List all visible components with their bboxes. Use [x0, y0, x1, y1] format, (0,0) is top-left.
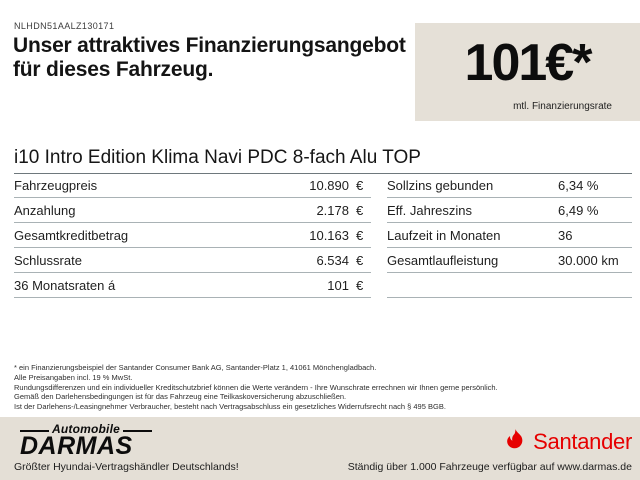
- row-label: Anzahlung: [14, 202, 76, 218]
- row-label: Gesamtlaufleistung: [387, 252, 499, 268]
- row-value: 2.178: [316, 202, 349, 218]
- finance-table-left-column: Fahrzeugpreis 10.890 € Anzahlung 2.178 €…: [14, 173, 371, 298]
- row-label: Eff. Jahreszins: [387, 202, 473, 218]
- darmas-logo-top: Automobile: [20, 422, 152, 436]
- row-value: 6,34 %: [558, 177, 599, 193]
- offer-heading: Unser attraktives Finanzierungsangebot f…: [13, 34, 406, 81]
- santander-wordmark: Santander: [533, 429, 632, 454]
- row-value: 10.163: [309, 227, 349, 243]
- disclaimer-line: Rundungsdifferenzen und ein individuelle…: [14, 382, 498, 392]
- table-row: Gesamtkreditbetrag 10.163 €: [14, 223, 371, 248]
- disclaimer-line: Ist der Darlehens-/Leasingnehmer Verbrau…: [14, 402, 446, 412]
- disclaimer-line: Gemäß den Darlehensbedingungen ist für d…: [14, 392, 347, 402]
- table-row: Schlussrate 6.534 €: [14, 248, 371, 273]
- monthly-rate-panel: 101€* mtl. Finanzierungsrate: [415, 23, 640, 121]
- row-value: 30.000 km: [558, 252, 619, 268]
- row-unit: €: [356, 202, 364, 218]
- logo-rule-right: [123, 429, 152, 432]
- darmas-logo-wordmark: DARMAS: [20, 432, 133, 460]
- santander-flame-icon: [503, 428, 528, 456]
- logo-rule-left: [20, 429, 49, 432]
- row-value: 6.534: [316, 252, 349, 268]
- table-row: 36 Monatsraten á 101 €: [14, 273, 371, 298]
- row-label: Schlussrate: [14, 252, 82, 268]
- darmas-logo: Automobile DARMAS: [20, 422, 152, 460]
- row-value: 10.890: [309, 177, 349, 193]
- row-value: 36: [558, 227, 573, 243]
- monthly-rate-amount: 101€*: [464, 34, 593, 92]
- vehicle-title: i10 Intro Edition Klima Navi PDC 8-fach …: [14, 147, 632, 174]
- row-label: Sollzins gebunden: [387, 177, 494, 193]
- row-unit: €: [356, 252, 364, 268]
- row-value: 101: [327, 277, 349, 293]
- row-label: 36 Monatsraten á: [14, 277, 116, 293]
- row-value: 6,49 %: [558, 202, 599, 218]
- table-row: Fahrzeugpreis 10.890 €: [14, 173, 371, 198]
- disclaimer-line: * ein Finanzierungsbeispiel der Santande…: [14, 363, 377, 372]
- row-unit: €: [356, 177, 364, 193]
- row-label: Fahrzeugpreis: [14, 177, 98, 193]
- dealer-tagline: Größter Hyundai-Vertragshändler Deutschl…: [14, 461, 239, 473]
- footer-bar: Automobile DARMAS Santander Größter Hyun…: [0, 417, 640, 480]
- row-label: Gesamtkreditbetrag: [14, 227, 129, 243]
- table-row: Sollzins gebunden 6,34 %: [387, 173, 632, 198]
- finance-table-right-column: Sollzins gebunden 6,34 % Eff. Jahreszins…: [387, 173, 632, 298]
- row-unit: €: [356, 227, 364, 243]
- table-row: Anzahlung 2.178 €: [14, 198, 371, 223]
- table-row: Laufzeit in Monaten 36: [387, 223, 632, 248]
- darmas-logo-automobile-text: Automobile: [52, 422, 120, 436]
- santander-logo: Santander: [503, 428, 632, 456]
- vehicle-id-code: NLHDN51AALZ130171: [14, 21, 115, 31]
- legal-disclaimer: * ein Finanzierungsbeispiel der Santande…: [14, 363, 614, 412]
- monthly-rate-caption: mtl. Finanzierungsrate: [513, 101, 612, 112]
- inventory-tagline: Ständig über 1.000 Fahrzeuge verfügbar a…: [347, 461, 632, 473]
- table-row-empty: [387, 273, 632, 298]
- row-label: Laufzeit in Monaten: [387, 227, 501, 243]
- disclaimer-line: Alle Preisangaben incl. 19 % MwSt.: [14, 372, 133, 382]
- row-unit: €: [356, 277, 364, 293]
- table-row: Eff. Jahreszins 6,49 %: [387, 198, 632, 223]
- table-row: Gesamtlaufleistung 30.000 km: [387, 248, 632, 273]
